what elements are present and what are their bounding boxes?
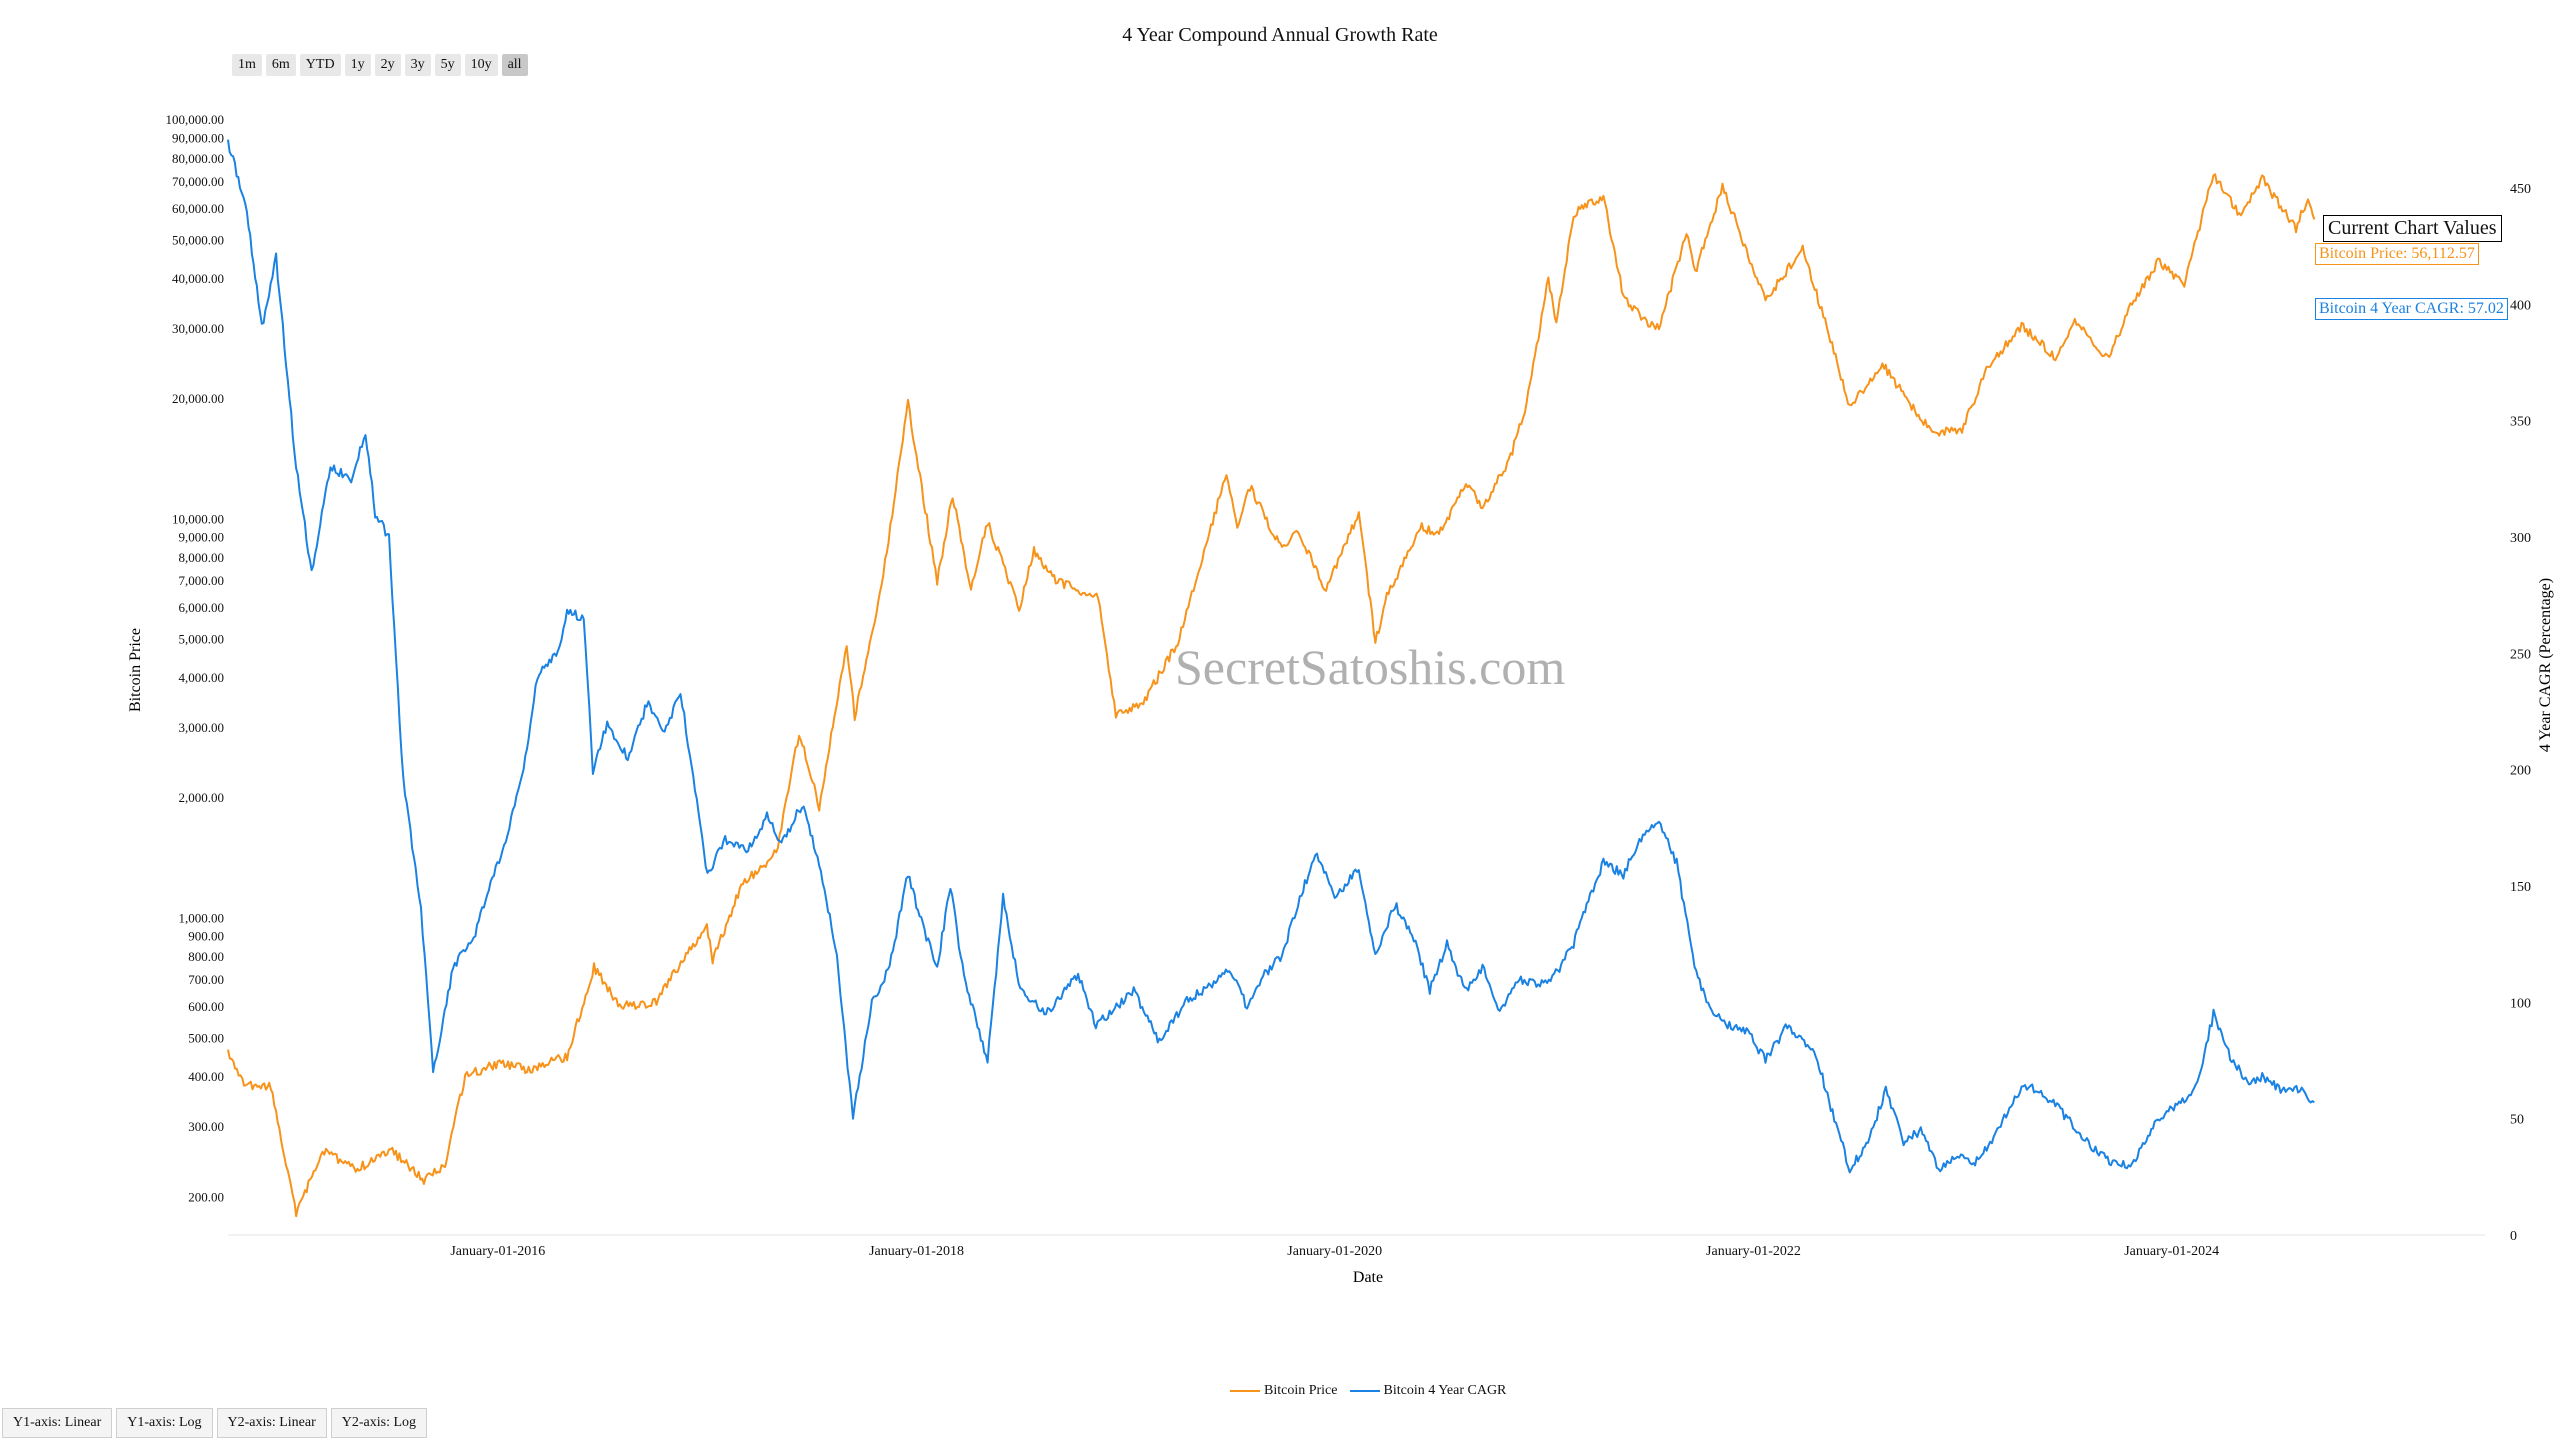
- range-button-1y[interactable]: 1y: [344, 54, 371, 76]
- y1-tick-label-10: 3,000.00: [179, 720, 225, 735]
- legend-item-cagr[interactable]: Bitcoin 4 Year CAGR: [1349, 1383, 1507, 1399]
- y1-tick-label-17: 10,000.00: [172, 511, 224, 526]
- y1-tick-label-15: 8,000.00: [179, 550, 225, 565]
- y1-tick-label-22: 60,000.00: [172, 201, 224, 216]
- y1-tick-label-11: 4,000.00: [179, 670, 225, 685]
- y1-tick-label-7: 900.00: [188, 929, 224, 944]
- legend-label-cagr: Bitcoin 4 Year CAGR: [1383, 1383, 1507, 1398]
- y2-tick-label-2: 100: [2510, 996, 2531, 1011]
- range-button-10y[interactable]: 10y: [464, 54, 498, 76]
- range-button-2y[interactable]: 2y: [374, 54, 401, 76]
- chart-title: 4 Year Compound Annual Growth Rate: [1122, 24, 1438, 46]
- axis-scale-buttons: Y1-axis: Linear Y1-axis: Log Y2-axis: Line…: [2, 1408, 428, 1438]
- x-tick-label-4: January-01-2024: [2124, 1244, 2219, 1259]
- y1-tick-label-1: 300.00: [188, 1119, 224, 1134]
- y2-tick-label-6: 300: [2510, 531, 2531, 546]
- x-tick-label-3: January-01-2022: [1706, 1244, 1801, 1259]
- y1-tick-label-26: 100,000.00: [166, 112, 225, 127]
- series-line-price: [227, 173, 2316, 1218]
- x-axis-label: Date: [1353, 1269, 1383, 1286]
- range-button-ytd[interactable]: YTD: [299, 54, 341, 76]
- legend-item-price[interactable]: Bitcoin Price: [1230, 1383, 1338, 1399]
- y2-tick-label-0: 0: [2510, 1229, 2517, 1244]
- x-axis-ticks: January-01-2016 January-01-2018 January-01…: [450, 1244, 2219, 1259]
- y2-tick-label-5: 250: [2510, 647, 2531, 662]
- axis-button-4[interactable]: Y2-axis: Log: [330, 1408, 428, 1438]
- y1-tick-label-20: 40,000.00: [172, 271, 224, 286]
- y1-tick-label-12: 5,000.00: [179, 631, 225, 646]
- y2-axis-label: 4 Year CAGR (Percentage): [2537, 578, 2554, 752]
- y1-tick-label-19: 30,000.00: [172, 321, 224, 336]
- range-selector: 1m 6m YTD 1y 2y 3y 5y 10y all: [232, 54, 528, 76]
- x-tick-label-1: January-01-2018: [869, 1244, 964, 1259]
- y1-tick-label-4: 600.00: [188, 999, 224, 1014]
- y1-tick-label-18: 20,000.00: [172, 391, 224, 406]
- series-line-cagr: [227, 139, 2315, 1174]
- y2-tick-label-9: 450: [2510, 182, 2531, 197]
- y1-axis-label: Bitcoin Price: [127, 628, 144, 712]
- y1-tick-label-16: 9,000.00: [179, 530, 225, 545]
- axis-button-2[interactable]: Y1-axis: Log: [116, 1408, 213, 1438]
- current-price-label: Bitcoin Price: 56,112.57: [2315, 243, 2479, 265]
- range-button-3y[interactable]: 3y: [404, 54, 431, 76]
- y1-tick-label-9: 2,000.00: [179, 790, 225, 805]
- legend-swatch-cagr: [1349, 1389, 1380, 1392]
- y1-tick-label-8: 1,000.00: [179, 910, 225, 925]
- y1-tick-label-13: 6,000.00: [179, 600, 225, 615]
- y2-tick-label-3: 150: [2510, 880, 2531, 895]
- y1-tick-label-0: 200.00: [188, 1189, 224, 1204]
- legend: Bitcoin Price Bitcoin 4 Year CAGR: [1230, 1383, 1506, 1399]
- range-button-6m[interactable]: 6m: [265, 54, 296, 76]
- x-tick-label-2: January-01-2020: [1287, 1244, 1382, 1259]
- y2-tick-label-1: 50: [2510, 1113, 2524, 1128]
- y1-tick-label-5: 700.00: [188, 972, 224, 987]
- y1-tick-label-14: 7,000.00: [179, 573, 225, 588]
- axis-button-1[interactable]: Y1-axis: Linear: [2, 1408, 113, 1438]
- y1-tick-label-24: 80,000.00: [172, 151, 224, 166]
- range-button-1m[interactable]: 1m: [232, 54, 262, 76]
- y1-axis-ticks: 200.00 300.00 400.00 500.00 600.00 700.00 800.…: [166, 112, 225, 1204]
- y1-tick-label-6: 800.00: [188, 949, 224, 964]
- y1-tick-label-21: 50,000.00: [172, 232, 224, 247]
- x-tick-label-0: January-01-2016: [450, 1244, 545, 1259]
- y2-tick-label-8: 400: [2510, 298, 2531, 313]
- y2-tick-label-7: 350: [2510, 415, 2531, 430]
- series-lines: [227, 139, 2316, 1218]
- y1-tick-label-3: 500.00: [188, 1031, 224, 1046]
- current-cagr-label: Bitcoin 4 Year CAGR: 57.02: [2315, 298, 2508, 320]
- range-button-all[interactable]: all: [501, 54, 528, 76]
- current-values-title: Current Chart Values: [2323, 215, 2502, 242]
- y1-tick-label-2: 400.00: [188, 1069, 224, 1084]
- legend-label-price: Bitcoin Price: [1264, 1383, 1338, 1398]
- watermark-text: SecretSatoshis.com: [1175, 639, 1566, 695]
- y2-axis-ticks: 0 50 100 150 200 250 300 350 400 450: [2510, 182, 2531, 1244]
- y2-tick-label-4: 200: [2510, 764, 2531, 779]
- y1-tick-label-25: 90,000.00: [172, 130, 224, 145]
- y1-tick-label-23: 70,000.00: [172, 174, 224, 189]
- axis-button-3[interactable]: Y2-axis: Linear: [216, 1408, 327, 1438]
- range-button-5y[interactable]: 5y: [434, 54, 461, 76]
- legend-swatch-price: [1230, 1389, 1260, 1392]
